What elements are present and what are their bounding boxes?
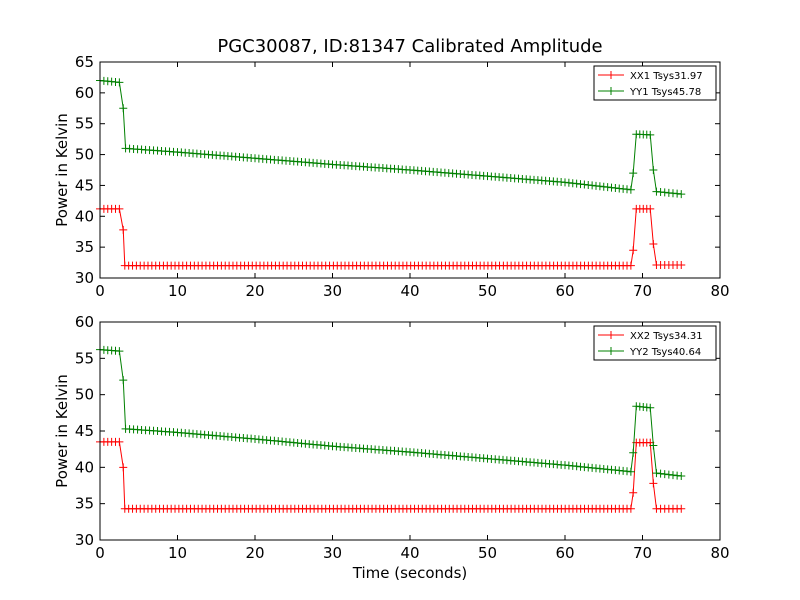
data-point-marker: [649, 479, 658, 488]
data-point-marker: [119, 463, 128, 472]
data-point-marker: [677, 190, 686, 199]
data-point-marker: [646, 130, 655, 139]
x-tick-label: 0: [95, 544, 105, 562]
x-tick-label: 0: [95, 282, 105, 300]
y-tick-label: 35: [75, 495, 94, 513]
data-point-marker: [649, 166, 658, 174]
x-tick-label: 60: [555, 282, 574, 300]
series-1-2: [96, 76, 686, 199]
y-tick-label: 45: [75, 422, 94, 440]
legend-swatch-marker: [607, 347, 615, 355]
y-tick-label: 30: [75, 269, 94, 287]
legend-box: [593, 65, 717, 101]
series-1-1: [96, 204, 686, 270]
series-2-1: [96, 437, 686, 513]
series-line: [99, 349, 682, 477]
series-line: [100, 208, 682, 267]
x-tick-label: 40: [400, 282, 419, 300]
data-point-marker: [629, 488, 638, 497]
data-point-marker: [649, 441, 658, 450]
y-tick-label: 40: [75, 207, 94, 225]
data-point-marker: [626, 504, 635, 513]
x-tick-label: 10: [168, 282, 187, 300]
x-tick-label: 70: [633, 282, 652, 300]
legend-entry-label: YY2 Tsys40.64: [629, 347, 701, 358]
data-point-marker: [646, 204, 655, 213]
data-point-marker: [626, 185, 635, 194]
y-tick-label: 50: [75, 146, 94, 164]
y-tick-label: 60: [75, 84, 94, 102]
legend-entry-label: XX1 Tsys31.97: [630, 71, 703, 82]
x-tick-label: 30: [323, 282, 342, 300]
data-point-marker: [119, 225, 128, 234]
data-point-marker: [646, 403, 655, 412]
y-tick-label: 60: [75, 313, 94, 331]
legend-swatch-marker: [607, 87, 615, 95]
x-tick-label: 80: [710, 282, 729, 300]
x-tick-label: 20: [245, 544, 264, 562]
data-point-marker: [677, 472, 686, 481]
legend: XX2 Tsys34.31 YY2 Tsys40.64: [593, 325, 717, 361]
data-point-marker: [115, 437, 124, 446]
data-point-marker: [119, 104, 128, 113]
data-point-marker: [626, 261, 635, 270]
y-tick-label: 30: [75, 531, 94, 549]
x-tick-label: 20: [245, 282, 264, 300]
y-axis-label: Power in Kelvin: [53, 113, 71, 227]
data-point-marker: [677, 504, 686, 513]
legend: XX1 Tsys31.97 YY1 Tsys45.78: [593, 65, 717, 101]
data-point-marker: [626, 467, 635, 476]
data-point-marker: [629, 448, 638, 457]
legend-box: [593, 325, 717, 361]
legend-swatch-marker: [607, 71, 615, 79]
data-point-marker: [629, 246, 638, 255]
y-tick-label: 55: [75, 115, 94, 133]
data-point-marker: [115, 347, 124, 356]
series-2-2: [96, 345, 686, 481]
x-tick-label: 80: [710, 544, 729, 562]
top-panel: 0 10 20 30 40 50 60 70 80 30 35 40 45 50 55 60 65 Power i…: [53, 53, 730, 300]
x-axis-label: Time (seconds): [352, 564, 468, 582]
x-tick-label: 70: [633, 544, 652, 562]
chart-title: PGC30087, ID:81347 Calibrated Amplitude: [217, 36, 602, 57]
data-point-marker: [649, 240, 658, 249]
legend-swatch-marker: [607, 331, 615, 339]
data-point-marker: [115, 204, 124, 213]
data-point-marker: [677, 261, 686, 270]
y-tick-label: 55: [75, 349, 94, 367]
y-tick-label: 40: [75, 458, 94, 476]
x-tick-label: 60: [555, 544, 574, 562]
data-point-marker: [629, 169, 638, 178]
y-tick-label: 65: [75, 53, 94, 71]
x-tick-label: 30: [323, 544, 342, 562]
y-axis-label: Power in Kelvin: [53, 374, 71, 488]
legend-entry-label: YY1 Tsys45.78: [629, 87, 701, 98]
x-tick-label: 50: [478, 544, 497, 562]
x-tick-label: 10: [168, 544, 187, 562]
y-tick-label: 45: [75, 176, 94, 194]
bottom-panel: 0 10 20 30 40 50 60 70 80 30 35 40 45 50 55 60 Power in …: [53, 313, 730, 562]
x-tick-label: 40: [400, 544, 419, 562]
data-point-marker: [115, 78, 124, 87]
data-point-marker: [119, 376, 128, 385]
y-tick-label: 35: [75, 238, 94, 256]
legend-entry-label: XX2 Tsys34.31: [630, 331, 703, 342]
y-tick-label: 50: [75, 386, 94, 404]
x-tick-label: 50: [478, 282, 497, 300]
